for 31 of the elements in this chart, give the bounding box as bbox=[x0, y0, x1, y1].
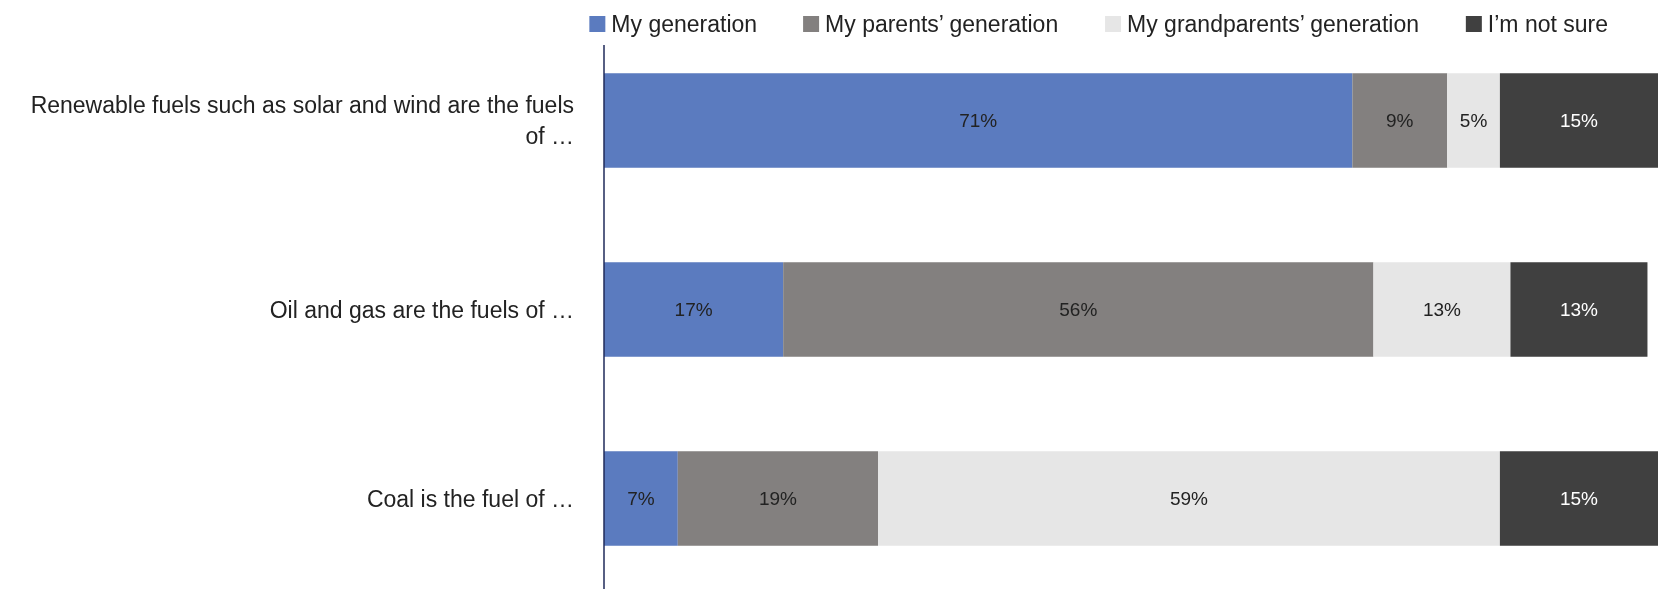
bar bbox=[878, 451, 1500, 546]
data-label: 59% bbox=[1169, 488, 1209, 510]
y-tick-label: Coal is the fuel of … bbox=[366, 485, 574, 512]
bar bbox=[1373, 262, 1511, 357]
bar bbox=[1499, 73, 1658, 168]
legend-label: My generation bbox=[611, 11, 758, 38]
bar bbox=[783, 262, 1374, 357]
legend-label: I’m not sure bbox=[1487, 11, 1608, 38]
data-label: 9% bbox=[1386, 110, 1414, 132]
data-label: 15% bbox=[1559, 110, 1599, 132]
bar bbox=[604, 451, 678, 546]
data-label: 7% bbox=[627, 488, 655, 510]
legend-label: My parents’ generation bbox=[825, 11, 1059, 38]
bar bbox=[1510, 262, 1648, 357]
y-tick-label: Oil and gas are the fuels of … bbox=[269, 296, 574, 323]
bar bbox=[1447, 73, 1500, 168]
data-label: 15% bbox=[1559, 488, 1599, 510]
data-label: 13% bbox=[1559, 299, 1599, 321]
bar bbox=[604, 73, 1353, 168]
bar bbox=[1352, 73, 1448, 168]
legend-label: My grandparents’ generation bbox=[1127, 11, 1419, 38]
bar bbox=[1499, 451, 1658, 546]
y-tick-label: Renewable fuels such as solar and wind are the fuels of … bbox=[30, 92, 574, 150]
data-label: 56% bbox=[1059, 299, 1098, 321]
data-label: 19% bbox=[758, 488, 798, 510]
data-label: 5% bbox=[1459, 110, 1488, 132]
data-label: 17% bbox=[674, 299, 713, 321]
data-label: 13% bbox=[1422, 299, 1462, 321]
bar bbox=[677, 451, 879, 546]
data-label: 71% bbox=[959, 110, 998, 132]
bar bbox=[604, 262, 784, 357]
